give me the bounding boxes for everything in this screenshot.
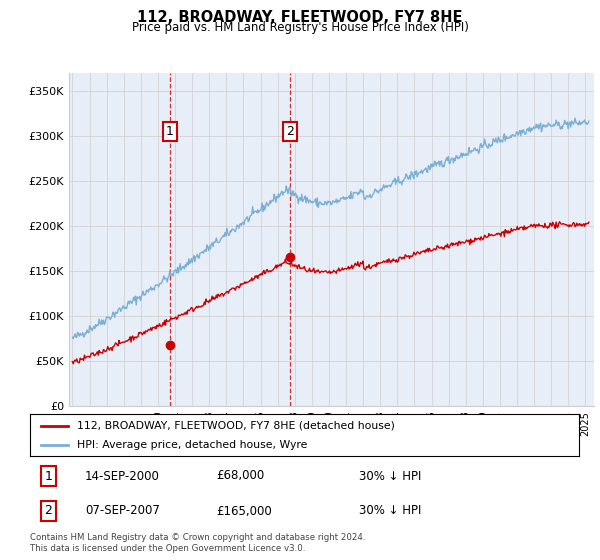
Text: 1: 1 <box>44 469 52 483</box>
Text: 112, BROADWAY, FLEETWOOD, FY7 8HE: 112, BROADWAY, FLEETWOOD, FY7 8HE <box>137 10 463 25</box>
Text: 2: 2 <box>286 125 293 138</box>
Text: 1: 1 <box>166 125 174 138</box>
Text: £68,000: £68,000 <box>217 469 265 483</box>
Text: 30% ↓ HPI: 30% ↓ HPI <box>359 505 422 517</box>
Text: Contains HM Land Registry data © Crown copyright and database right 2024.
This d: Contains HM Land Registry data © Crown c… <box>30 533 365 553</box>
Text: Price paid vs. HM Land Registry's House Price Index (HPI): Price paid vs. HM Land Registry's House … <box>131 21 469 34</box>
Text: 30% ↓ HPI: 30% ↓ HPI <box>359 469 422 483</box>
Text: 14-SEP-2000: 14-SEP-2000 <box>85 469 160 483</box>
Text: 112, BROADWAY, FLEETWOOD, FY7 8HE (detached house): 112, BROADWAY, FLEETWOOD, FY7 8HE (detac… <box>77 421 395 431</box>
Text: 07-SEP-2007: 07-SEP-2007 <box>85 505 160 517</box>
Text: HPI: Average price, detached house, Wyre: HPI: Average price, detached house, Wyre <box>77 440 307 450</box>
Text: 2: 2 <box>44 505 52 517</box>
Text: £165,000: £165,000 <box>217 505 272 517</box>
